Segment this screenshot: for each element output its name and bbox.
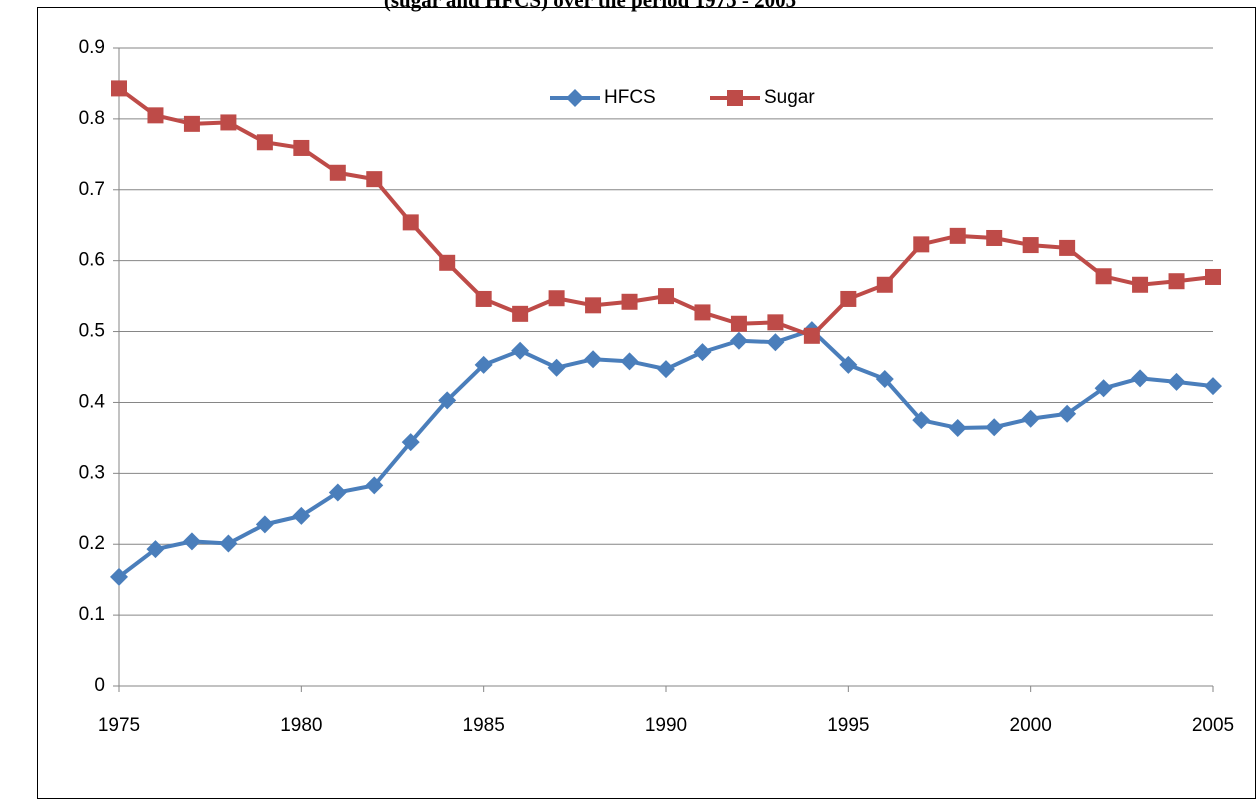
data-point: [1167, 372, 1186, 391]
data-point: [401, 433, 420, 452]
data-point: [548, 290, 565, 307]
data-point: [1059, 239, 1076, 256]
data-point: [986, 229, 1003, 246]
y-tick-label: 0: [94, 675, 105, 696]
y-tick-label: 0.8: [79, 108, 105, 129]
data-point: [1205, 268, 1221, 285]
data-point: [256, 134, 273, 151]
data-point: [839, 355, 858, 374]
data-point: [328, 483, 347, 502]
y-tick-label: 0.6: [79, 250, 105, 271]
x-tick-label: 1985: [463, 715, 505, 736]
x-tick-label: 1995: [827, 715, 869, 736]
data-point: [730, 315, 747, 332]
legend-marker: [727, 90, 743, 106]
legend-label: HFCS: [604, 87, 656, 108]
data-point: [620, 352, 639, 371]
data-point: [110, 567, 128, 586]
data-point: [584, 350, 603, 369]
data-point: [1022, 237, 1039, 254]
y-tick-label: 0.5: [79, 321, 105, 342]
data-point: [547, 358, 566, 377]
data-point: [292, 506, 311, 525]
data-point: [1131, 369, 1150, 388]
data-point: [913, 236, 930, 253]
data-point: [621, 293, 638, 310]
data-point: [329, 164, 346, 181]
data-point: [912, 411, 931, 430]
y-tick-label: 0.3: [79, 462, 105, 483]
y-tick-label: 0.4: [79, 391, 106, 412]
data-point: [219, 534, 238, 553]
data-point: [948, 418, 967, 437]
data-point: [766, 333, 785, 352]
data-point: [439, 254, 456, 271]
data-point: [1021, 409, 1040, 428]
data-point: [840, 290, 857, 307]
data-point: [475, 290, 492, 307]
data-point: [111, 80, 127, 97]
data-point: [658, 288, 674, 305]
data-point: [474, 355, 493, 374]
data-point: [729, 331, 748, 350]
data-point: [220, 114, 237, 131]
chart-title: (sugar and HFCS) over the period 1975 - …: [384, 0, 796, 12]
data-point: [438, 391, 457, 410]
data-point: [1168, 273, 1185, 290]
data-point: [511, 341, 530, 360]
y-tick-label: 0.7: [79, 179, 105, 200]
legend-label: Sugar: [764, 87, 815, 108]
data-point: [585, 297, 602, 314]
data-point: [1094, 379, 1113, 398]
legend-marker: [566, 89, 584, 107]
data-point: [365, 476, 384, 495]
y-tick-label: 0.2: [79, 533, 105, 554]
data-point: [949, 227, 966, 244]
data-point: [694, 304, 711, 321]
data-point: [1058, 404, 1077, 423]
data-point: [1095, 268, 1112, 285]
data-point: [767, 314, 784, 331]
y-tick-label: 0.9: [79, 37, 105, 58]
data-point: [183, 115, 200, 132]
data-point: [693, 343, 712, 362]
data-point: [293, 139, 310, 156]
x-tick-label: 2000: [1010, 715, 1052, 736]
data-point: [803, 327, 820, 344]
data-point: [255, 515, 274, 534]
data-point: [875, 370, 894, 389]
data-point: [366, 171, 383, 188]
data-point: [146, 540, 165, 559]
chart-frame: [37, 7, 1256, 799]
data-point: [876, 276, 893, 293]
y-tick-label: 0.1: [79, 604, 105, 625]
data-point: [657, 360, 675, 379]
x-tick-label: 1980: [280, 715, 322, 736]
x-tick-label: 1975: [98, 715, 140, 736]
data-point: [1132, 276, 1149, 293]
data-point: [1204, 377, 1222, 396]
x-tick-label: 1990: [645, 715, 687, 736]
data-point: [512, 305, 529, 322]
data-point: [985, 418, 1004, 437]
x-tick-label: 2005: [1192, 715, 1234, 736]
data-point: [402, 214, 419, 231]
data-point: [147, 107, 164, 124]
data-point: [182, 532, 201, 551]
